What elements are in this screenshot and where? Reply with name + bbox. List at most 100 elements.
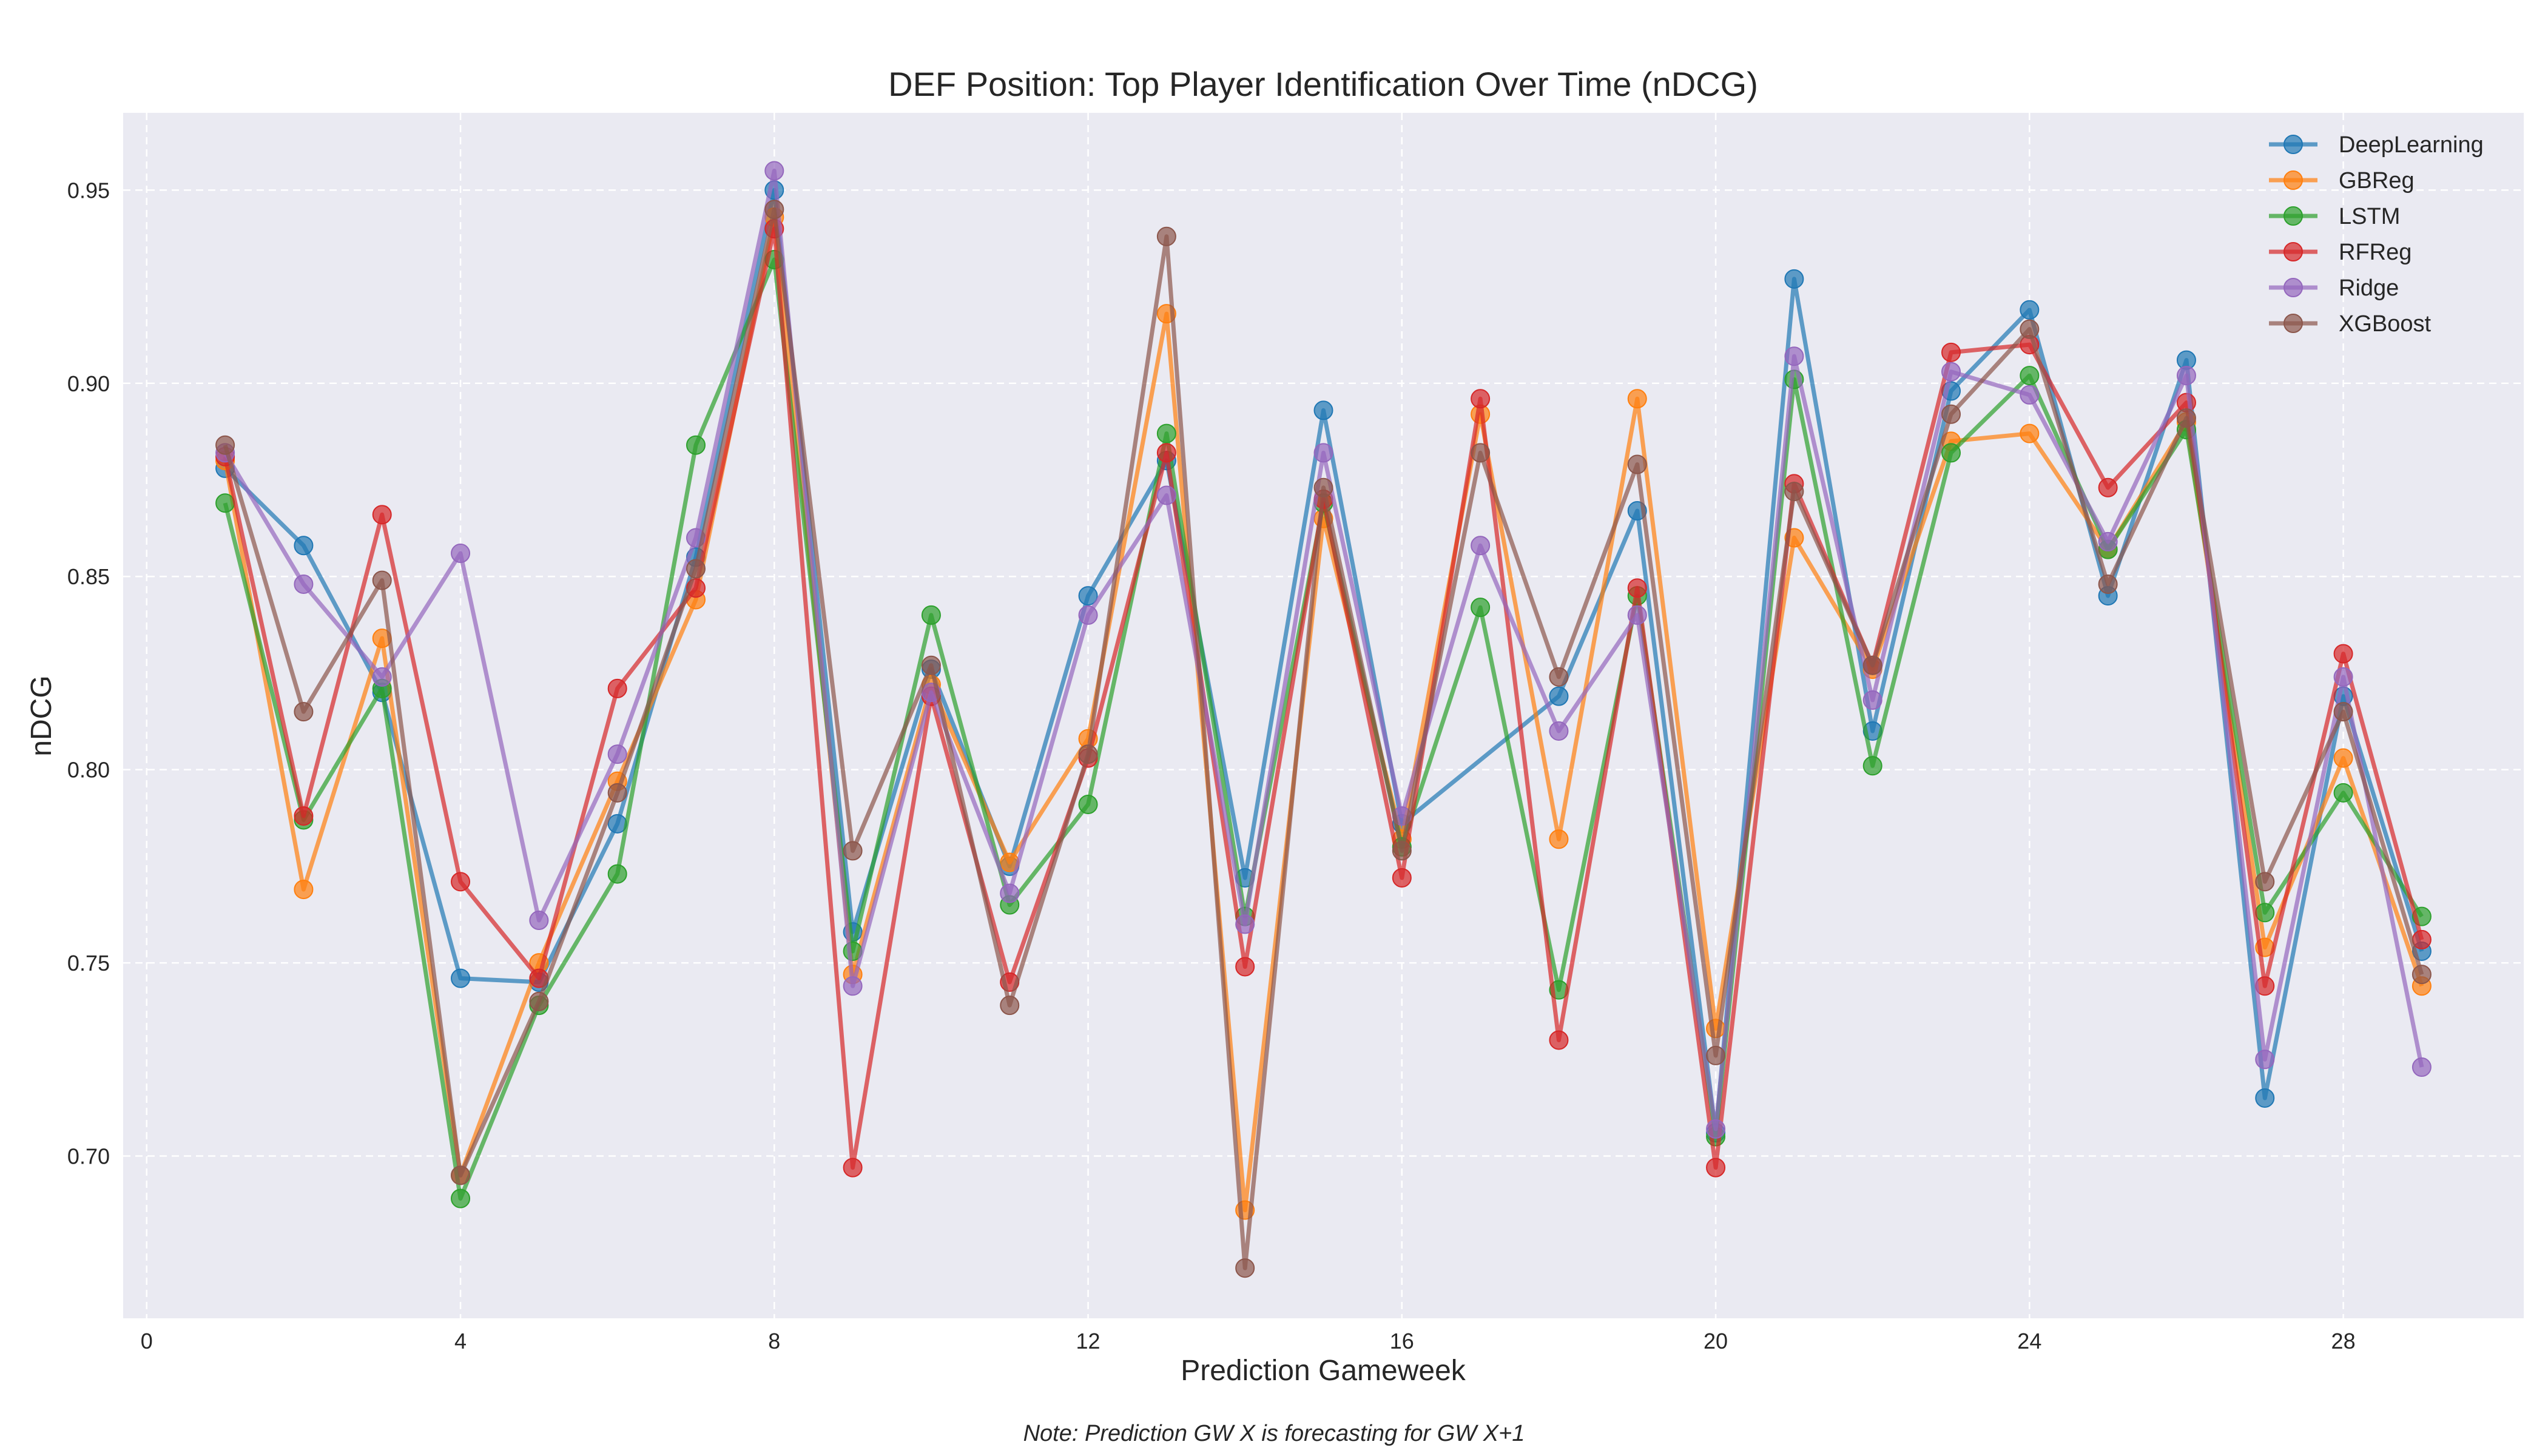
data-point-xgboost xyxy=(451,1165,471,1185)
data-point-deeplearning xyxy=(1313,400,1333,420)
data-point-xgboost xyxy=(2255,872,2275,892)
x-tick-label: 24 xyxy=(2017,1329,2041,1353)
data-point-ridge xyxy=(843,976,863,996)
y-axis-label: nDCG xyxy=(25,675,58,756)
data-point-xgboost xyxy=(1784,482,1804,502)
data-point-ridge xyxy=(607,744,627,764)
legend-label: GBReg xyxy=(2339,168,2415,194)
data-point-ridge xyxy=(1862,690,1882,710)
data-point-ridge xyxy=(372,667,392,687)
data-point-ridge xyxy=(1471,536,1491,556)
data-point-xgboost xyxy=(294,702,314,722)
data-point-ridge xyxy=(764,161,784,181)
legend-item-xgboost: XGBoost xyxy=(2269,311,2432,337)
series-xgboost xyxy=(215,200,2432,1278)
x-tick-label: 0 xyxy=(141,1329,153,1353)
data-point-rfreg xyxy=(1627,578,1647,598)
y-tick-label: 0.80 xyxy=(67,758,110,783)
x-tick-label: 28 xyxy=(2331,1329,2356,1353)
data-point-xgboost xyxy=(1392,841,1412,861)
data-point-gbreg xyxy=(1549,829,1569,849)
data-point-ridge xyxy=(1706,1119,1726,1139)
data-point-ridge xyxy=(2255,1050,2275,1070)
x-tick-label: 4 xyxy=(454,1329,467,1353)
data-point-xgboost xyxy=(921,655,941,675)
legend-item-lstm: LSTM xyxy=(2269,204,2400,229)
y-tick-label: 0.75 xyxy=(67,951,110,976)
data-point-xgboost xyxy=(1313,477,1333,497)
data-point-rfreg xyxy=(1156,443,1176,463)
y-tick-label: 0.95 xyxy=(67,178,110,203)
legend-label: XGBoost xyxy=(2339,311,2432,337)
data-point-xgboost xyxy=(1706,1045,1726,1065)
data-point-xgboost xyxy=(1235,1258,1255,1278)
data-point-xgboost xyxy=(764,200,784,220)
data-point-xgboost xyxy=(1862,655,1882,675)
data-point-rfreg xyxy=(451,872,471,892)
data-point-lstm xyxy=(451,1188,471,1208)
data-point-deeplearning xyxy=(1784,269,1804,289)
y-tick-label: 0.90 xyxy=(67,371,110,396)
plot-area xyxy=(123,113,2524,1318)
data-point-xgboost xyxy=(1941,404,1961,424)
data-point-rfreg xyxy=(372,505,392,525)
data-point-deeplearning xyxy=(451,968,471,988)
data-point-lstm xyxy=(2020,366,2040,386)
data-point-lstm xyxy=(1941,443,1961,463)
legend-item-rfreg: RFReg xyxy=(2269,240,2412,265)
legend-item-gbreg: GBReg xyxy=(2269,168,2415,194)
data-point-ridge xyxy=(451,544,471,564)
data-point-ridge xyxy=(1156,485,1176,505)
y-axis-ticks: 0.70 0.75 0.80 0.85 0.90 0.95 xyxy=(67,178,110,1168)
data-point-ridge xyxy=(1000,883,1020,903)
data-point-xgboost xyxy=(2176,408,2196,428)
data-point-lstm xyxy=(1156,423,1176,443)
data-point-ridge xyxy=(1549,721,1569,741)
data-point-deeplearning xyxy=(2020,300,2040,320)
legend-label: LSTM xyxy=(2339,204,2400,229)
legend-label: RFReg xyxy=(2339,240,2412,265)
footnote: Note: Prediction GW X is forecasting for… xyxy=(1023,1421,1525,1446)
data-point-rfreg xyxy=(607,678,627,698)
data-point-xgboost xyxy=(372,570,392,590)
data-point-gbreg xyxy=(1627,389,1647,409)
data-point-rfreg xyxy=(843,1158,863,1178)
data-point-ridge xyxy=(1627,605,1647,625)
data-point-xgboost xyxy=(1078,744,1098,764)
data-point-rfreg xyxy=(1706,1158,1726,1178)
data-point-lstm xyxy=(2333,783,2353,803)
legend-marker-swatch xyxy=(2283,278,2303,297)
data-point-ridge xyxy=(1078,605,1098,625)
data-point-rfreg xyxy=(1471,389,1491,409)
data-point-xgboost xyxy=(686,559,706,579)
data-point-deeplearning xyxy=(294,536,314,556)
data-point-xgboost xyxy=(843,841,863,861)
x-tick-label: 12 xyxy=(1076,1329,1100,1353)
data-point-lstm xyxy=(921,605,941,625)
data-point-xgboost xyxy=(2098,574,2118,594)
x-axis-ticks: 0 4 8 12 16 20 24 28 xyxy=(141,1329,2356,1353)
legend-item-deeplearning: DeepLearning xyxy=(2269,132,2484,158)
data-point-xgboost xyxy=(2412,965,2432,985)
data-point-deeplearning xyxy=(1078,586,1098,606)
legend-label: DeepLearning xyxy=(2339,132,2484,158)
legend-marker-swatch xyxy=(2283,242,2303,261)
data-point-rfreg xyxy=(2098,477,2118,497)
data-point-lstm xyxy=(1078,794,1098,814)
data-point-xgboost xyxy=(1627,454,1647,474)
y-tick-label: 0.85 xyxy=(67,564,110,589)
data-point-lstm xyxy=(607,864,627,884)
data-point-rfreg xyxy=(1549,1030,1569,1050)
data-point-ridge xyxy=(294,574,314,594)
data-point-rfreg xyxy=(1941,342,1961,362)
data-point-ridge xyxy=(2412,1057,2432,1077)
data-point-ridge xyxy=(1235,914,1255,934)
x-axis-label: Prediction Gameweek xyxy=(1181,1355,1466,1387)
data-point-ridge xyxy=(1941,362,1961,382)
x-tick-label: 16 xyxy=(1390,1329,1414,1353)
data-point-rfreg xyxy=(2333,644,2353,664)
data-point-rfreg xyxy=(294,806,314,826)
data-point-xgboost xyxy=(529,991,549,1011)
legend-label: Ridge xyxy=(2339,275,2399,301)
data-point-gbreg xyxy=(2020,423,2040,443)
